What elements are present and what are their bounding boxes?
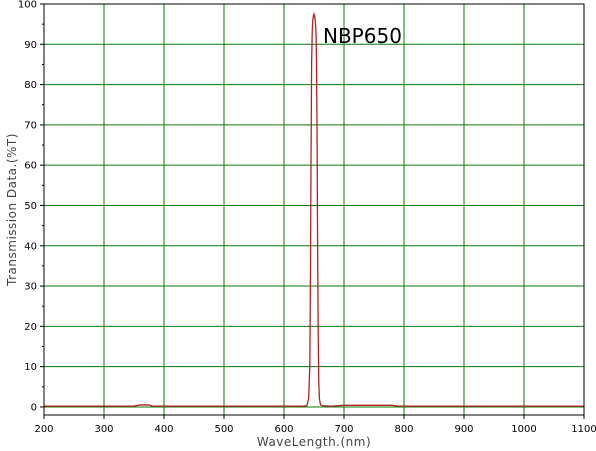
x-tick-label: 200 [34,424,53,435]
y-axis-label: Transmission Data.(%T) [5,133,19,287]
plot-frame [43,3,585,416]
x-tick-label: 600 [274,424,293,435]
y-tick-label: 30 [24,282,37,293]
series-line [44,11,584,407]
x-tick-label: 500 [214,424,233,435]
y-tick-label: 100 [18,0,37,11]
grid [43,3,585,415]
x-tick-label: 400 [154,424,173,435]
x-tick-label: 900 [454,424,473,435]
x-axis-ticks: 200 300 400 500 600 700 800 900 1000 1100 [34,415,596,435]
x-tick-label: 1000 [511,424,536,435]
y-tick-label: 40 [24,241,37,252]
y-tick-label: 80 [24,80,37,91]
x-tick-label: 300 [94,424,113,435]
y-tick-label: 90 [24,40,37,51]
y-tick-label: 50 [24,201,37,212]
y-tick-label: 0 [31,402,37,413]
annotation-label: NBP650 [323,24,402,48]
y-tick-label: 60 [24,161,37,172]
x-axis-label: WaveLength.(nm) [257,435,371,449]
x-tick-label: 700 [334,424,353,435]
y-tick-label: 20 [24,322,37,333]
y-tick-label: 70 [24,120,37,131]
y-axis-ticks: 0 10 20 30 40 50 60 70 80 90 100 [18,0,44,413]
x-tick-label: 1100 [571,424,596,435]
y-tick-label: 10 [24,362,37,373]
x-tick-label: 800 [394,424,413,435]
